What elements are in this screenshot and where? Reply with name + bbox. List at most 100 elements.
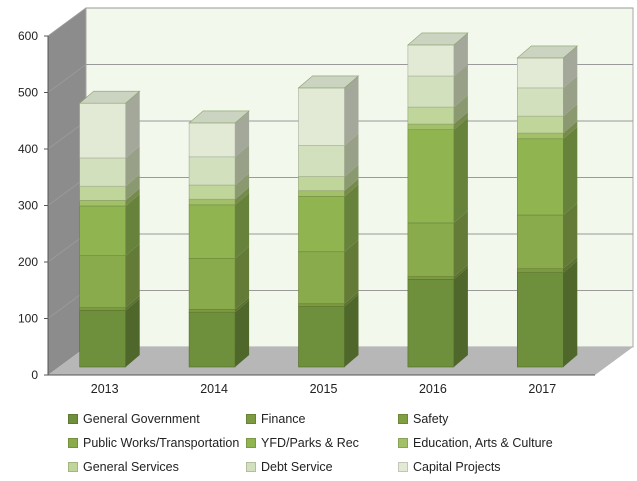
bar-segment-side — [453, 210, 468, 277]
legend-swatch — [68, 414, 78, 424]
bar-stack-2014 — [188, 110, 250, 368]
x-category-label: 2013 — [91, 382, 119, 396]
bar-segment — [407, 106, 455, 125]
bar-segment-side — [344, 294, 359, 367]
bar-segment — [298, 251, 345, 305]
bar-segment — [516, 87, 564, 117]
legend-label: YFD/Parks & Rec — [261, 436, 359, 450]
legend: General Government Finance Safety Public Wo… — [68, 412, 628, 478]
bar-segment — [407, 75, 455, 108]
bar-segment-side — [344, 239, 359, 304]
bar-top — [407, 32, 469, 46]
legend-label: Public Works/Transportation — [83, 436, 240, 450]
bar-segment-side — [453, 95, 468, 125]
y-tick-label: 500 — [18, 86, 38, 100]
bar-segment — [188, 184, 236, 200]
bar-segment-side — [235, 192, 250, 259]
bar-segment-side — [235, 300, 250, 367]
y-tick-label: 400 — [18, 142, 38, 156]
bar-segment-side — [563, 121, 578, 139]
y-tick-label: 300 — [18, 199, 38, 213]
bar-segment — [298, 176, 345, 192]
legend-swatch — [68, 438, 78, 448]
bar-segment — [79, 255, 126, 308]
y-axis-ticks: 0 100 200 300 400 500 600 — [18, 29, 595, 382]
bar-segment-side — [125, 188, 140, 206]
bar-segment-side — [235, 187, 250, 205]
legend-label: Capital Projects — [413, 460, 501, 474]
bar-segment — [516, 138, 564, 216]
bar-segment — [79, 307, 126, 311]
legend-item: YFD/Parks & Rec — [246, 436, 359, 450]
legend-label: General Government — [83, 412, 200, 426]
bar-segment — [516, 115, 564, 134]
bar-segment — [188, 258, 236, 310]
bar-segment — [79, 310, 126, 368]
legend-item: Safety — [398, 412, 448, 426]
bar-segment — [188, 122, 236, 158]
bar-top — [188, 110, 250, 124]
bar-stack-2016 — [407, 32, 469, 368]
bar-segment — [188, 311, 236, 368]
bar-segment-side — [453, 112, 468, 130]
bar-segment-side — [125, 145, 140, 187]
legend-label: Safety — [413, 412, 449, 426]
y-tick-label: 600 — [18, 29, 38, 43]
bar-segment-side — [563, 260, 578, 367]
bar-segment — [79, 185, 126, 201]
gridline-side — [47, 64, 87, 93]
bar-segment-side — [453, 32, 468, 77]
x-category-label: 2016 — [419, 382, 447, 396]
legend-swatch — [246, 438, 256, 448]
bar-segment-side — [344, 178, 359, 197]
bar-segment — [407, 123, 455, 131]
bar-segment-side — [125, 193, 140, 256]
bar-segment-side — [125, 174, 140, 201]
bar-segment-side — [344, 75, 359, 146]
bar-segment — [516, 132, 564, 140]
bar-segment-side — [125, 243, 140, 308]
bar-segment — [407, 222, 455, 277]
bar-segment-side — [563, 126, 578, 216]
bar-segment-side — [344, 184, 359, 252]
legend-item: Capital Projects — [398, 460, 501, 474]
bar-segment — [79, 200, 126, 207]
bar-segment-side — [235, 110, 250, 157]
legend-item: Public Works/Transportation — [68, 436, 239, 450]
bar-stacks — [78, 32, 579, 368]
bar-segment — [188, 204, 236, 259]
bar-stack-2017 — [516, 45, 579, 368]
bar-segment-side — [453, 117, 468, 223]
bar-stack-2015 — [297, 75, 360, 368]
legend-item: Education, Arts & Culture — [398, 436, 553, 450]
x-category-label: 2015 — [310, 382, 338, 396]
bar-segment — [188, 309, 236, 313]
legend-swatch — [398, 438, 408, 448]
bar-segment-side — [125, 298, 140, 367]
bar-segment — [516, 268, 564, 273]
bar-segment — [79, 102, 126, 159]
legend-swatch — [68, 462, 78, 472]
bar-segment-side — [125, 295, 140, 311]
bar-segment — [298, 190, 345, 197]
bar-segment — [298, 145, 345, 177]
bar-segment-side — [235, 297, 250, 313]
bar-segment-side — [563, 45, 578, 88]
legend-swatch — [246, 462, 256, 472]
legend-item: Debt Service — [246, 460, 333, 474]
bar-segment-side — [453, 264, 468, 280]
bar-segment — [298, 306, 345, 368]
bar-segment — [79, 205, 126, 256]
legend-swatch — [398, 414, 408, 424]
x-category-label: 2017 — [528, 382, 556, 396]
bar-top — [78, 90, 141, 104]
legend-swatch — [398, 462, 408, 472]
bar-segment — [407, 279, 455, 368]
x-category-label: 2014 — [200, 382, 228, 396]
legend-item: General Government — [68, 412, 200, 426]
bar-segment — [79, 157, 126, 187]
y-tick-label: 0 — [31, 368, 38, 382]
gridline-side — [47, 7, 87, 37]
bar-top — [516, 45, 579, 59]
y-tick-label: 100 — [18, 312, 38, 326]
